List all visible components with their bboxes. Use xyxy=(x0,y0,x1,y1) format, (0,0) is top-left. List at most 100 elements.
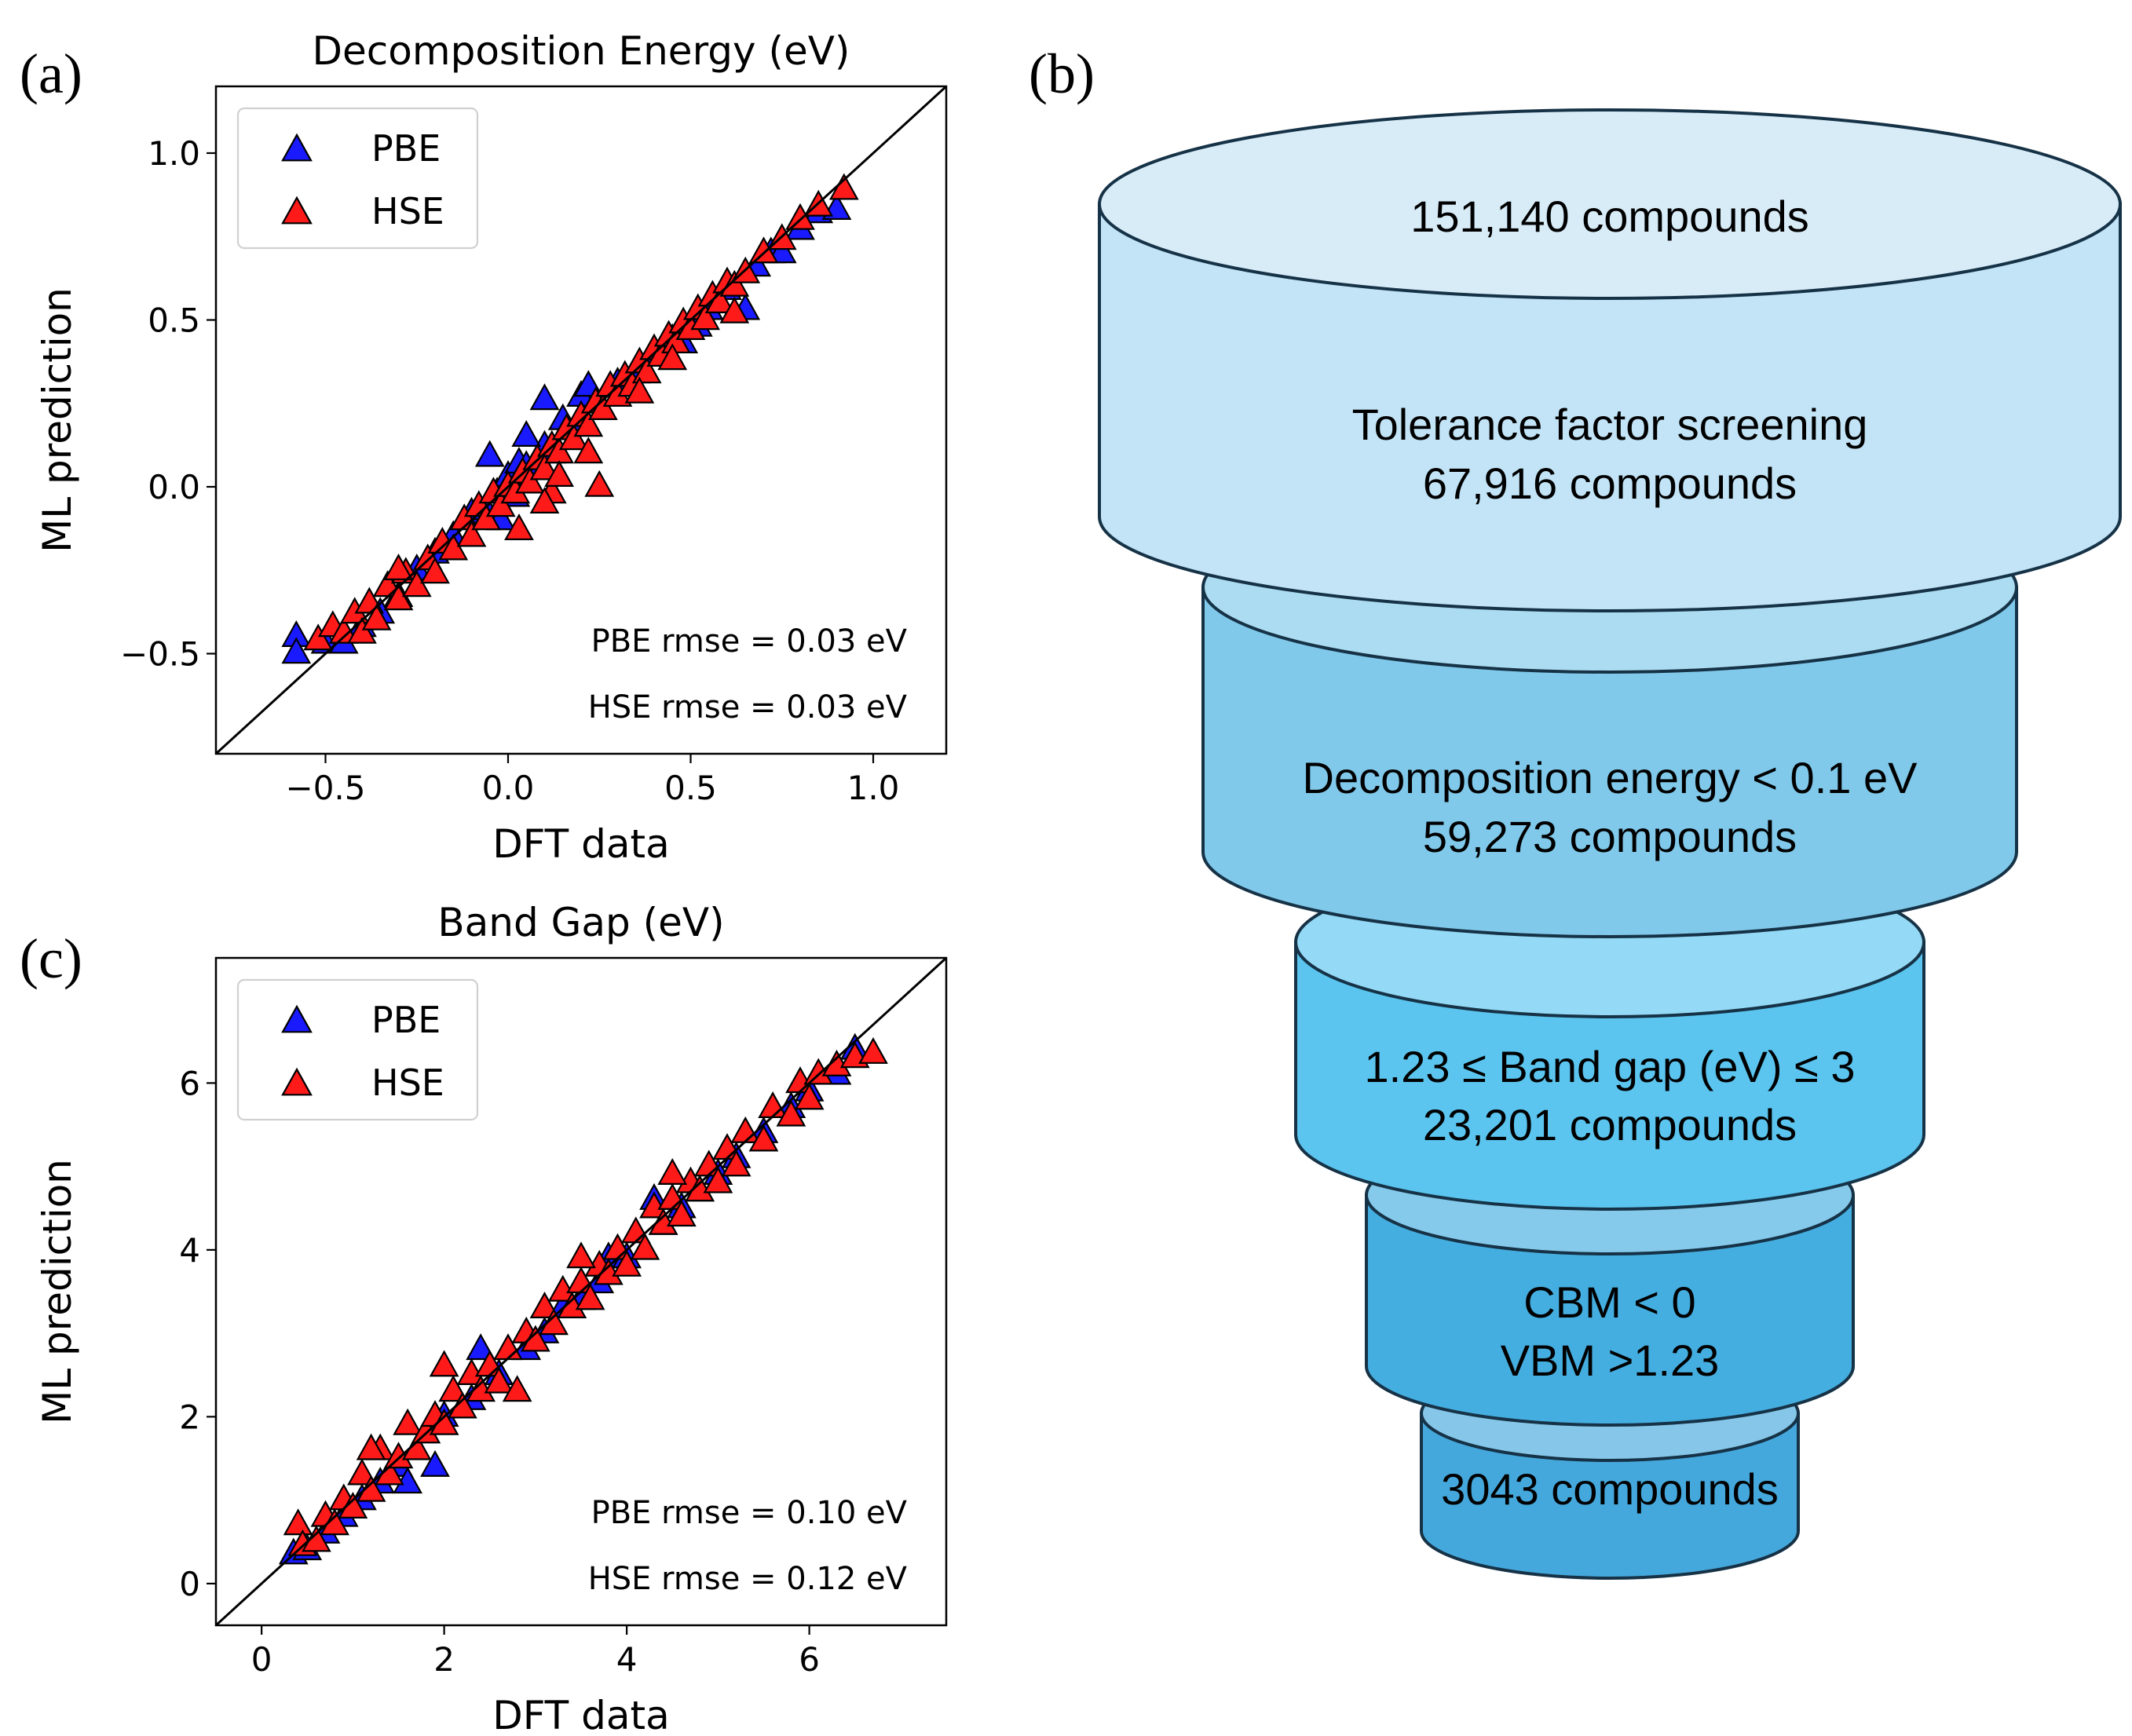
y-tick-label: 1.0 xyxy=(148,134,200,173)
point-pbe xyxy=(766,236,797,264)
plot-frame xyxy=(214,956,948,1627)
point-hse xyxy=(529,1292,560,1318)
point-hse xyxy=(719,296,750,323)
funnel-stage-2-rim xyxy=(1098,108,2122,300)
point-hse xyxy=(719,269,750,297)
point-hse xyxy=(484,1366,514,1394)
rmse-annotation: PBE rmse = 0.03 eV xyxy=(591,623,908,660)
point-hse xyxy=(420,557,450,584)
y-tick-label: 4 xyxy=(179,1231,200,1270)
point-hse xyxy=(401,570,432,598)
point-hse xyxy=(667,1200,697,1227)
point-hse xyxy=(502,1375,532,1402)
point-hse xyxy=(573,410,604,437)
funnel-stage-2-body xyxy=(1098,203,2122,612)
point-hse xyxy=(515,466,545,494)
point-hse xyxy=(794,1083,825,1110)
y-tick-label: 0.0 xyxy=(148,468,200,506)
point-pbe xyxy=(474,440,505,467)
y-tick-label: 0 xyxy=(179,1565,200,1603)
funnel-stage-1-text: 151,140 compounds xyxy=(1410,192,1809,241)
point-hse xyxy=(624,376,655,404)
point-hse xyxy=(558,423,589,451)
x-tick-label: 0.5 xyxy=(664,769,717,807)
point-hse xyxy=(584,470,615,497)
point-hse xyxy=(438,1375,469,1402)
point-hse xyxy=(566,1241,596,1269)
funnel-stage-4-text: 1.23 ≤ Band gap (eV) ≤ 3 xyxy=(1365,1042,1856,1091)
rmse-annotation: PBE rmse = 0.10 eV xyxy=(591,1495,908,1531)
point-hse xyxy=(748,236,779,264)
point-hse xyxy=(347,616,377,644)
funnel-stage-5-text: CBM < 0 xyxy=(1523,1277,1695,1327)
point-hse xyxy=(748,1124,779,1152)
x-tick-label: 6 xyxy=(799,1640,820,1679)
chart-title: Decomposition Energy (eV) xyxy=(313,28,850,74)
point-hse xyxy=(730,1116,761,1143)
point-hse xyxy=(283,1508,313,1536)
point-hse xyxy=(612,1249,642,1277)
x-axis-label: DFT data xyxy=(492,1693,669,1736)
x-tick-label: −0.5 xyxy=(286,769,366,807)
rmse-annotation: HSE rmse = 0.12 eV xyxy=(588,1561,908,1597)
panel-label-c: (c) xyxy=(20,927,82,990)
chart-band-gap: Band Gap (eV) DFT data ML prediction 0 2 4 6 0 2… xyxy=(35,900,948,1736)
legend-marker-pbe xyxy=(281,1004,313,1033)
point-hse xyxy=(485,490,516,517)
legend-marker-hse xyxy=(281,196,313,225)
point-hse xyxy=(785,203,815,230)
legend-label-pbe: PBE xyxy=(371,127,441,170)
point-pbe xyxy=(529,383,560,411)
point-hse xyxy=(393,1408,422,1435)
point-pbe xyxy=(466,1333,496,1361)
x-axis-label: DFT data xyxy=(492,821,669,867)
funnel-stage-2-text: 67,916 compounds xyxy=(1423,459,1797,508)
point-hse xyxy=(456,520,487,547)
point-hse xyxy=(858,1036,888,1064)
y-axis-label: ML prediction xyxy=(35,1159,80,1424)
point-hse xyxy=(544,460,574,487)
x-tick-label: 4 xyxy=(616,1640,638,1679)
point-hse xyxy=(471,503,501,531)
point-hse xyxy=(703,1166,733,1193)
point-hse xyxy=(721,1149,752,1177)
funnel-stage-4-body xyxy=(1294,941,1925,1211)
legend-marker-hse xyxy=(281,1067,313,1096)
point-hse xyxy=(631,356,662,384)
legend-label-hse: HSE xyxy=(371,190,444,232)
point-pbe xyxy=(420,1449,450,1477)
point-hse xyxy=(347,1458,377,1486)
identity-line xyxy=(216,86,946,754)
screening-funnel: 151,140 compounds Tolerance factor screen… xyxy=(1098,108,2122,1580)
point-hse xyxy=(356,1433,386,1460)
y-axis-label: ML prediction xyxy=(35,287,80,553)
legend: PBE HSE xyxy=(236,107,479,250)
y-tick-label: 6 xyxy=(179,1064,200,1102)
y-tick-label: 0.5 xyxy=(148,302,200,340)
x-tick-label: 0 xyxy=(251,1640,272,1679)
point-hse xyxy=(575,1283,605,1310)
point-hse xyxy=(438,533,469,561)
funnel-stage-5-text: VBM >1.23 xyxy=(1501,1336,1720,1385)
point-hse xyxy=(504,513,534,540)
y-tick-label: 2 xyxy=(179,1398,200,1436)
panel-label-b: (b) xyxy=(1029,42,1095,105)
point-hse xyxy=(690,303,720,331)
scatter-points xyxy=(278,1032,888,1565)
funnel-stage-5-body xyxy=(1365,1193,1855,1427)
plot-frame xyxy=(214,85,948,755)
point-hse xyxy=(383,554,414,580)
funnel-stage-3-text: 59,273 compounds xyxy=(1423,812,1797,861)
point-hse xyxy=(776,1099,806,1127)
y-tick-label: −0.5 xyxy=(120,635,200,674)
funnel-stage-3-text: Decomposition energy < 0.1 eV xyxy=(1303,753,1918,802)
point-hse xyxy=(383,583,414,611)
funnel-stage-4-text: 23,201 compounds xyxy=(1423,1100,1797,1149)
chart-decomposition-energy: Decomposition Energy (eV) DFT data ML pred… xyxy=(35,28,948,867)
funnel-stage-6-text: 3043 compounds xyxy=(1441,1464,1779,1514)
legend: PBE HSE xyxy=(236,978,479,1121)
point-hse xyxy=(657,343,688,371)
legend-marker-pbe xyxy=(281,133,313,162)
point-hse xyxy=(758,1091,788,1118)
